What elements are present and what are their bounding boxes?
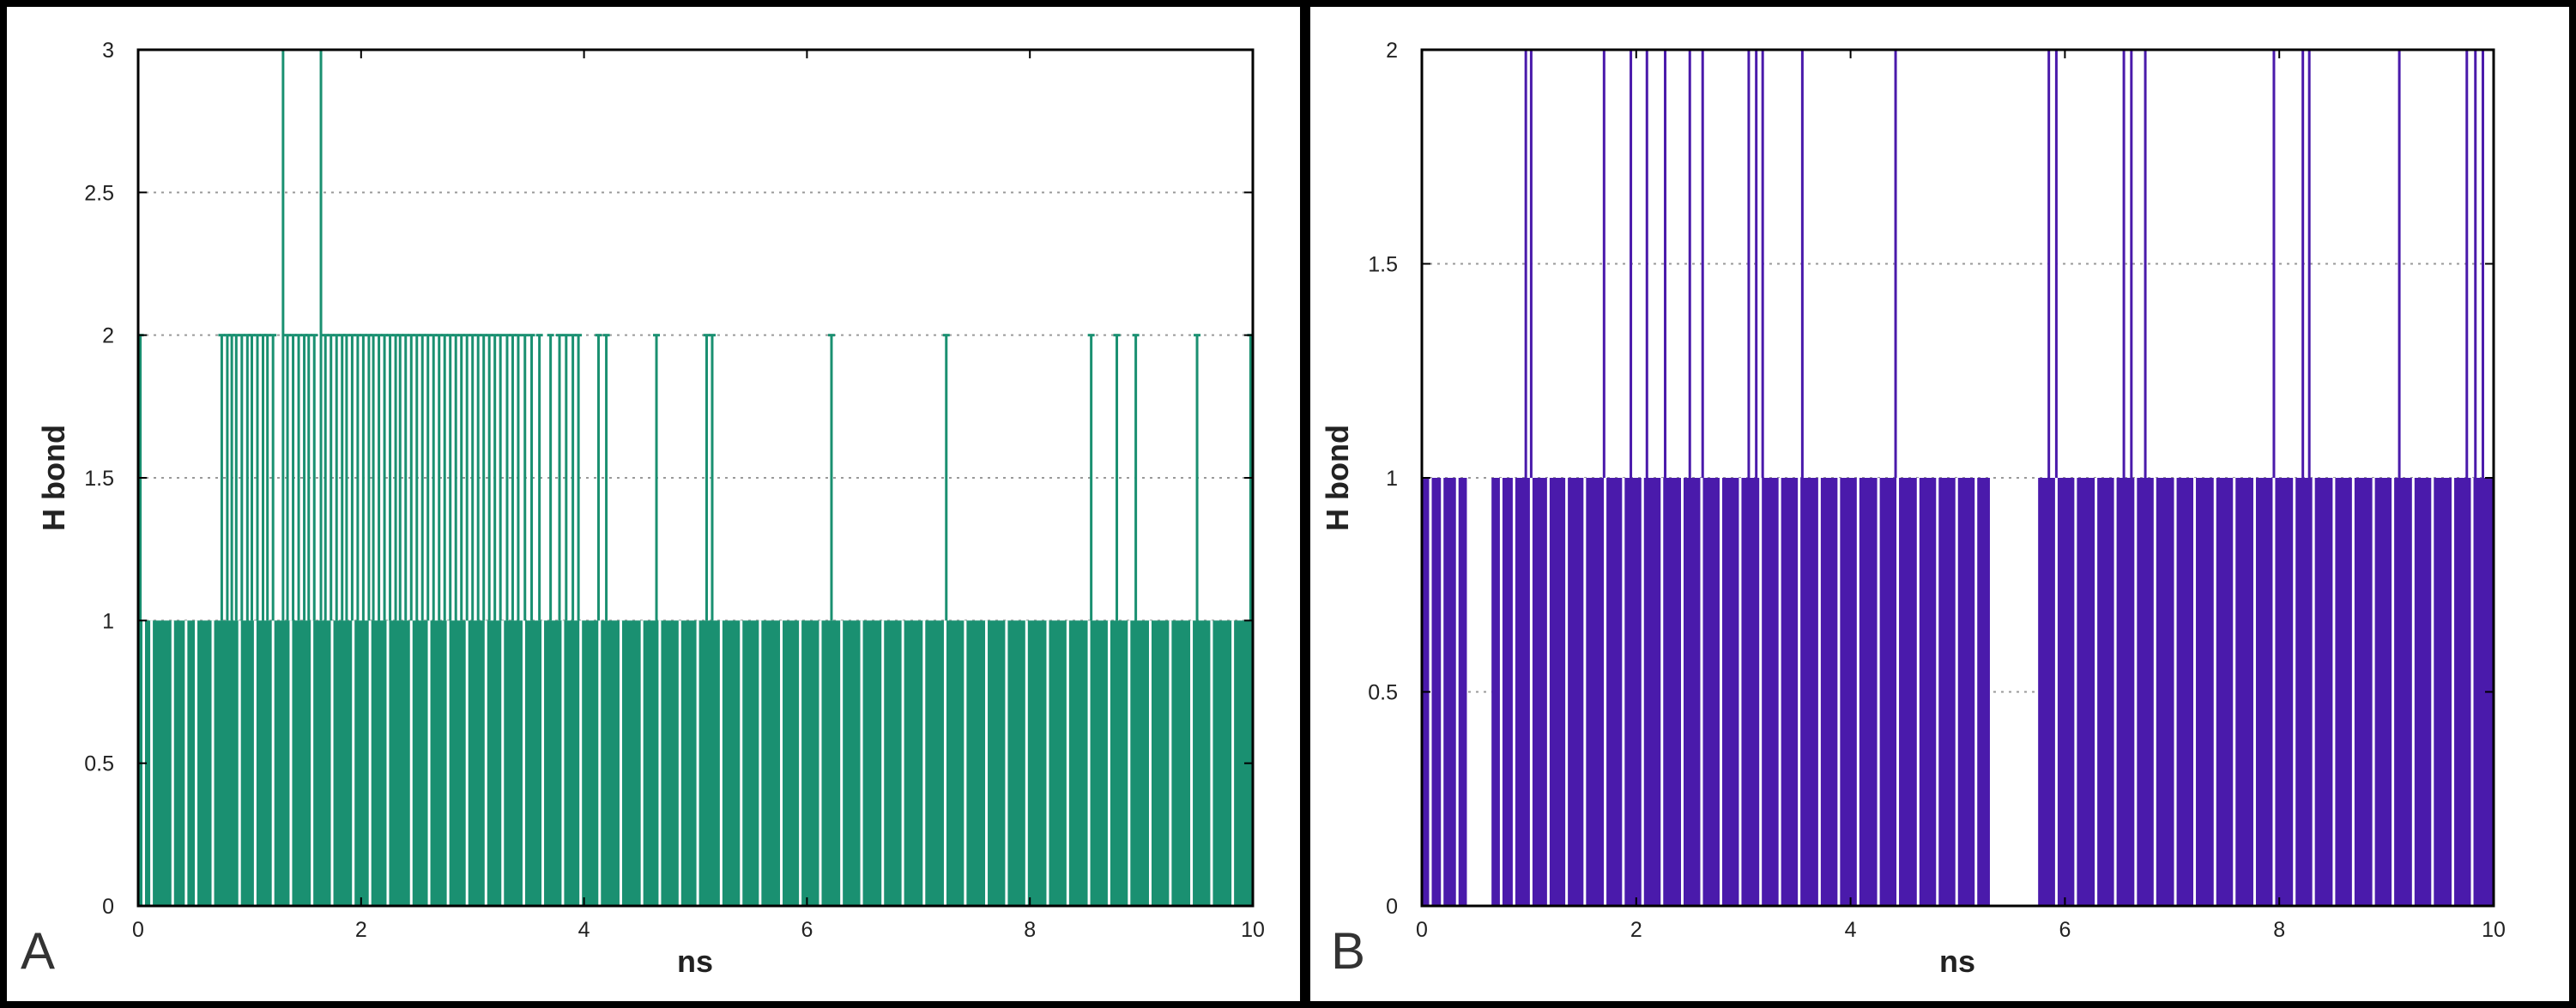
panel-b-ylabel: H bond bbox=[1320, 425, 1355, 531]
xtick-label: 10 bbox=[2482, 918, 2506, 942]
xtick-label: 2 bbox=[355, 918, 367, 942]
panel-b-label: B bbox=[1331, 922, 1365, 980]
panel-a-ticks: 0 0.5 1 1.5 2 2.5 3 0 2 4 6 8 10 bbox=[84, 39, 1265, 942]
xtick-label: 0 bbox=[1416, 918, 1428, 942]
panel-a: 0 0.5 1 1.5 2 2.5 3 0 2 4 6 8 10 H bond ns A bbox=[0, 0, 1307, 1008]
panel-a-xlabel: ns bbox=[677, 944, 713, 979]
panel-a-ylabel: H bond bbox=[36, 425, 71, 531]
ytick-label: 0.5 bbox=[1368, 681, 1398, 705]
ytick-label: 0.5 bbox=[84, 752, 114, 776]
ytick-label: 0 bbox=[102, 895, 114, 919]
ytick-label: 1.5 bbox=[1368, 253, 1398, 277]
panel-a-bars bbox=[136, 48, 1255, 906]
panel-a-label: A bbox=[21, 922, 55, 980]
panel-b-bars bbox=[1422, 48, 2494, 906]
panel-b-xlabel: ns bbox=[1939, 944, 1975, 979]
xtick-label: 6 bbox=[801, 918, 813, 942]
xtick-label: 2 bbox=[1630, 918, 1642, 942]
xtick-label: 4 bbox=[1845, 918, 1857, 942]
xtick-label: 10 bbox=[1241, 918, 1265, 942]
panel-b-ticks: 0 0.5 1 1.5 2 0 2 4 6 8 10 bbox=[1368, 39, 2506, 942]
xtick-label: 6 bbox=[2059, 918, 2071, 942]
ytick-label: 2 bbox=[102, 324, 114, 348]
xtick-label: 8 bbox=[2273, 918, 2285, 942]
baseline-bar bbox=[2038, 478, 2494, 906]
panel-b: 0 0.5 1 1.5 2 0 2 4 6 8 10 H bond ns B bbox=[1303, 0, 2576, 1008]
ytick-label: 2.5 bbox=[84, 181, 114, 205]
ytick-label: 1 bbox=[1386, 467, 1398, 491]
ytick-label: 0 bbox=[1386, 895, 1398, 919]
ytick-label: 1.5 bbox=[84, 467, 114, 491]
ytick-label: 1 bbox=[102, 609, 114, 633]
xtick-label: 4 bbox=[578, 918, 590, 942]
ytick-label: 3 bbox=[102, 39, 114, 63]
ytick-label: 2 bbox=[1386, 39, 1398, 63]
xtick-label: 8 bbox=[1024, 918, 1036, 942]
xtick-label: 0 bbox=[132, 918, 144, 942]
baseline-bar bbox=[138, 620, 1253, 906]
